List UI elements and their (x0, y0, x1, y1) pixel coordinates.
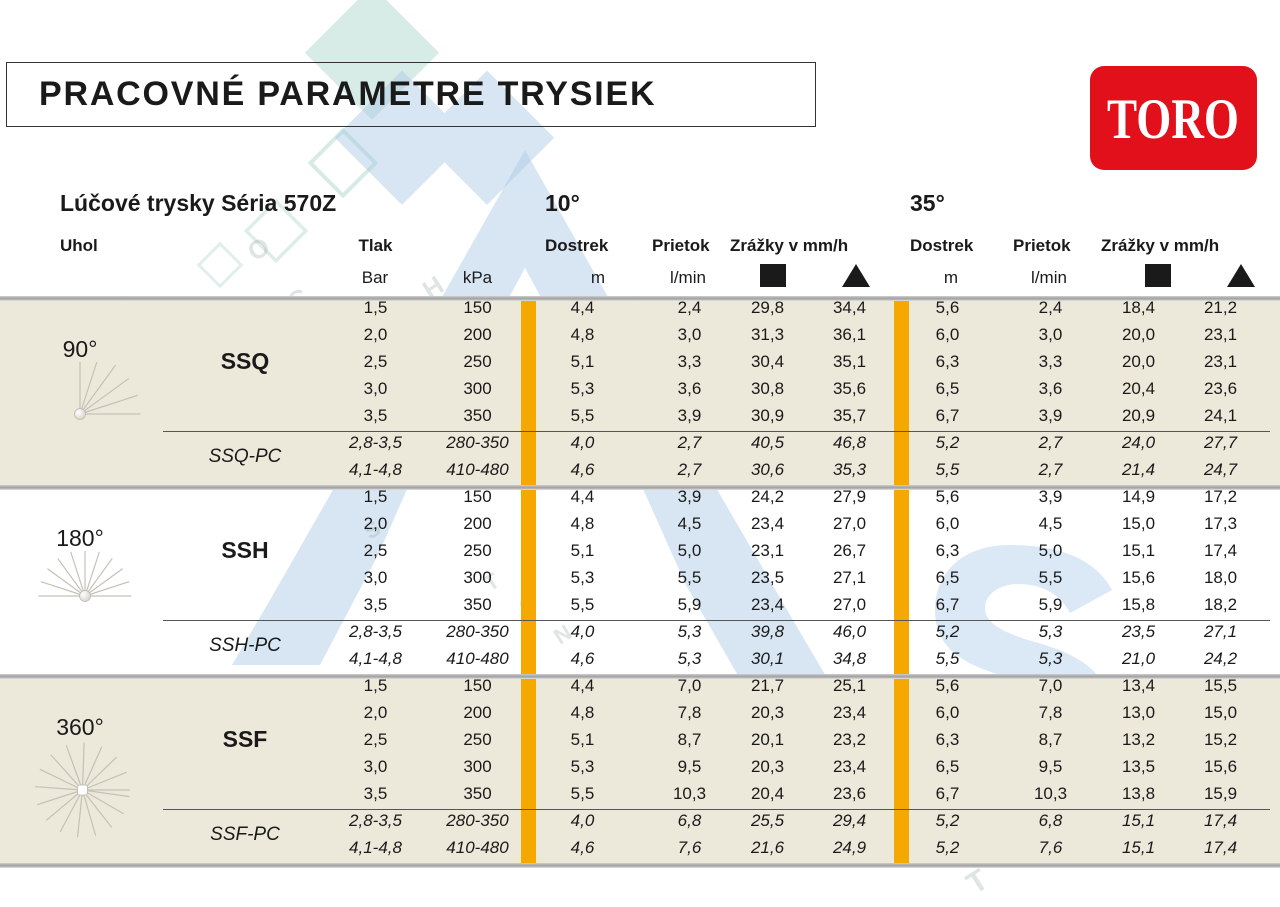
svg-text:T: T (961, 863, 994, 901)
svg-text:O: O (242, 231, 275, 267)
svg-text:TORO: TORO (1107, 88, 1239, 151)
